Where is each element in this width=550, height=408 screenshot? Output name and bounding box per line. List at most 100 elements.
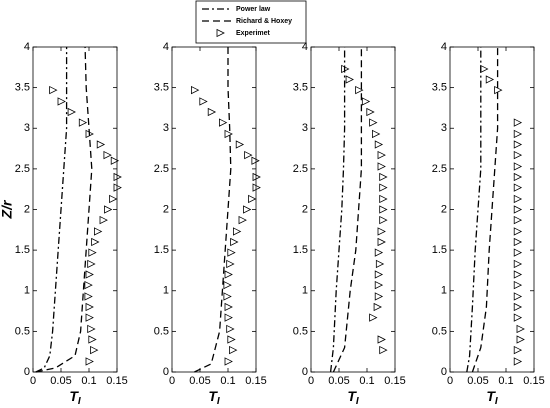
profile-line [35,47,68,373]
data-point [251,156,260,165]
data-point [248,194,257,204]
data-point [110,156,120,165]
data-point [49,85,58,95]
data-point [191,85,200,95]
data-point [513,227,523,236]
x-axis-label-subscript: I [356,396,359,407]
y-tick-label: 4 [441,41,447,53]
data-point [513,302,523,312]
data-point [361,97,371,106]
x-axis-label: TI [347,388,359,407]
profile-line [194,47,232,373]
data-point [513,248,523,257]
y-tick-label: 3 [441,122,447,134]
y-tick-label: 0 [163,366,169,378]
data-point [377,227,386,236]
data-point [96,140,106,149]
y-tick-label: 2 [24,203,30,215]
data-point [374,292,384,301]
data-point [84,292,93,301]
x-axis-label-main: T [69,388,79,404]
data-point [513,194,523,204]
data-point [369,313,378,322]
data-point [379,215,388,225]
data-point [513,357,523,366]
data-point [513,292,523,301]
data-point [113,172,122,182]
data-point [67,107,76,117]
data-point [85,302,94,312]
legend-box [195,0,307,44]
data-point [374,248,384,257]
x-tick-label: 0.05 [189,375,210,387]
y-tick-label: 3.5 [432,82,447,94]
data-point [244,150,253,160]
data-point [513,345,523,355]
data-point [233,227,242,236]
data-point [369,118,378,127]
data-point [87,324,96,334]
data-point [374,140,384,149]
y-tick-label: 1.5 [15,244,30,256]
data-point [104,205,113,214]
x-tick-label: 0.15 [245,375,266,387]
y-tick-label: 3 [24,122,30,134]
y-tick-label: 2 [302,203,308,215]
data-point [513,162,523,171]
y-tick-label: 1.5 [293,244,308,256]
y-tick-label: 1.5 [154,244,169,256]
x-tick-label: 0.1 [359,375,374,387]
y-tick-label: 0.5 [293,325,308,337]
data-point [226,259,235,269]
data-point [87,259,96,269]
data-point [379,205,388,214]
profile-line [466,47,482,373]
x-axis-label: TI [69,388,81,407]
data-point [373,302,382,312]
data-point [480,64,489,74]
data-point [513,215,523,225]
x-axis-label-main: T [208,388,218,404]
data-point [238,215,247,225]
y-tick-label: 2 [441,203,447,215]
data-point [227,335,236,344]
data-point [516,335,525,344]
data-point [199,97,208,106]
legend-label: Power law [236,6,271,13]
y-tick-label: 1 [24,285,30,297]
x-tick-label: 0.05 [467,375,488,387]
legend-label: Experimet [236,30,271,37]
y-tick-label: 0 [24,366,30,378]
data-point [88,335,97,344]
y-axis-label: Z/r [0,199,15,219]
data-point [341,64,350,74]
x-tick-label: 0.1 [498,375,513,387]
data-point [374,280,384,290]
data-point [377,162,386,171]
x-axis-label-main: T [486,388,496,404]
data-point [494,85,503,95]
y-tick-label: 3.5 [154,82,169,94]
y-tick-label: 0 [441,366,447,378]
x-tick-label: 0 [308,375,314,387]
data-point [235,140,245,149]
data-point [513,205,523,214]
data-point [485,75,495,84]
data-point [224,313,233,322]
data-point [377,335,386,344]
x-tick-label: 0 [447,375,453,387]
x-tick-label: 0.05 [50,375,71,387]
y-tick-label: 4 [163,41,169,53]
data-point [374,270,384,279]
y-tick-label: 1 [441,285,447,297]
data-point [513,183,523,192]
x-axis-label-subscript: I [217,396,220,407]
x-axis-label-subscript: I [78,396,81,407]
x-tick-label: 0.15 [523,375,544,387]
y-tick-label: 2.5 [15,163,30,175]
y-tick-label: 0.5 [15,325,30,337]
data-point [227,248,236,257]
data-point [91,237,100,247]
legend-label: Richard & Hoxey [236,18,292,25]
